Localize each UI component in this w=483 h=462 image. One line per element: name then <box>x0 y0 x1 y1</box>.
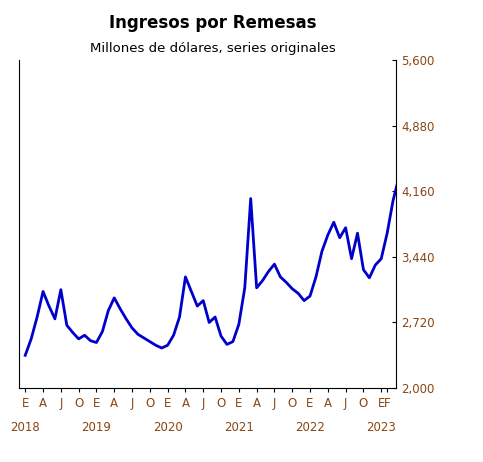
Text: 2018: 2018 <box>10 421 40 434</box>
Text: 2021: 2021 <box>224 421 254 434</box>
Text: 2022: 2022 <box>295 421 325 434</box>
Text: 2019: 2019 <box>82 421 112 434</box>
Text: Millones de dólares, series originales: Millones de dólares, series originales <box>90 42 335 55</box>
Text: 2023: 2023 <box>366 421 396 434</box>
Text: Ingresos por Remesas: Ingresos por Remesas <box>109 14 316 32</box>
Text: 2020: 2020 <box>153 421 183 434</box>
